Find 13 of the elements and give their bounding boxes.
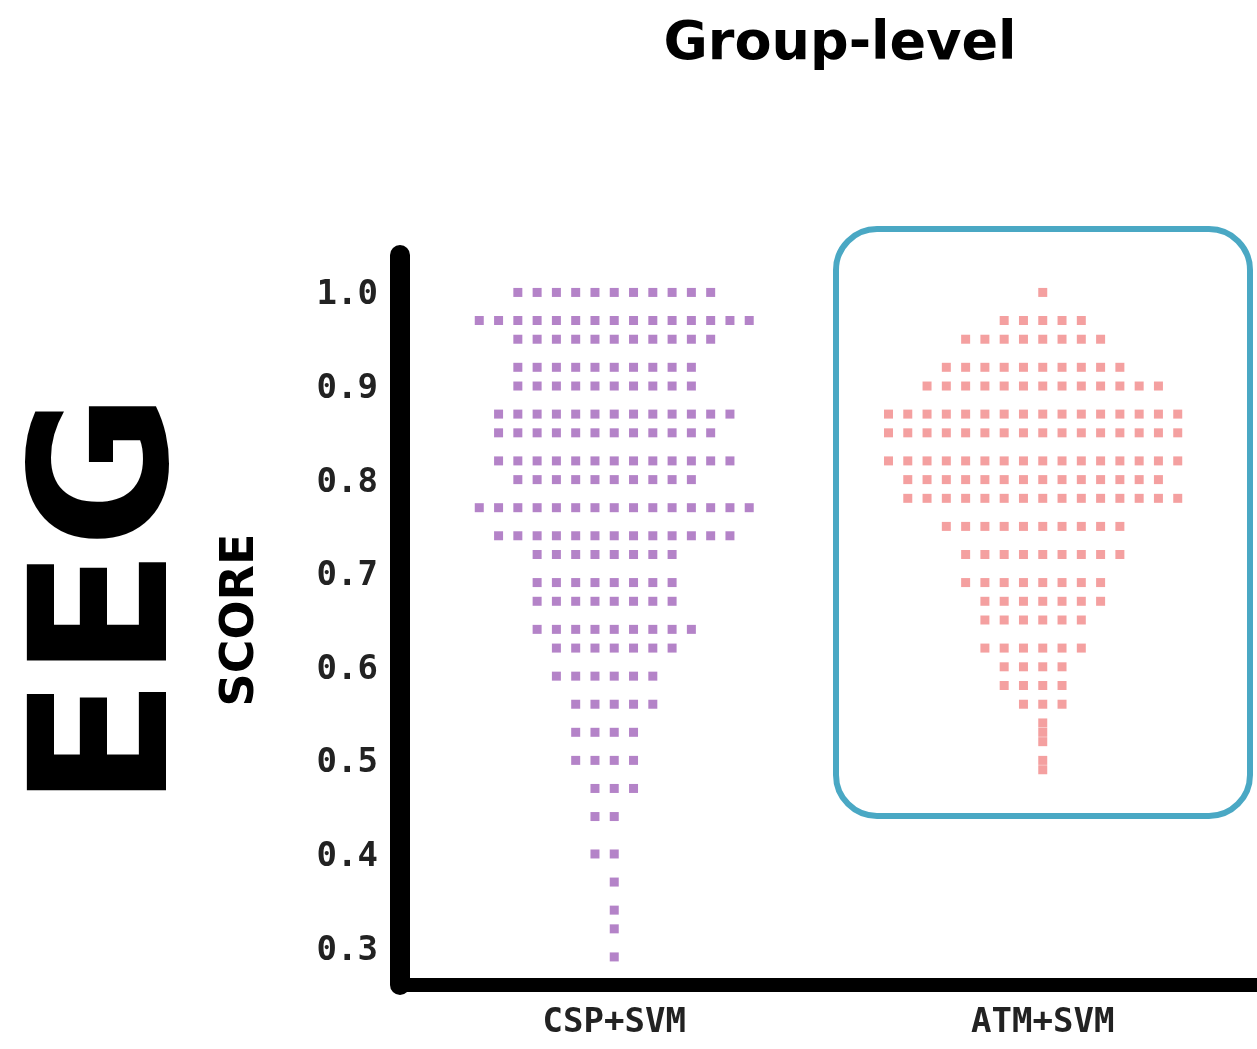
x-tick-label: ATM+SVM [971, 1000, 1115, 1040]
x-tick-label: CSP+SVM [542, 1000, 686, 1040]
y-tick-label: 0.3 [316, 927, 378, 968]
text: EEG [0, 392, 211, 808]
y-tick-label: 0.5 [316, 740, 378, 781]
y-tick-label: 0.4 [316, 833, 378, 874]
y-tick-label: 0.9 [316, 366, 378, 407]
y-axis-title: SCORE [210, 533, 264, 707]
y-tick-label: 0.6 [316, 646, 378, 687]
chart-title: Group-level [663, 8, 1017, 72]
y-tick-label: 0.8 [316, 459, 378, 500]
y-tick-label: 0.7 [316, 553, 378, 594]
y-tick-label: 1.0 [316, 272, 378, 313]
